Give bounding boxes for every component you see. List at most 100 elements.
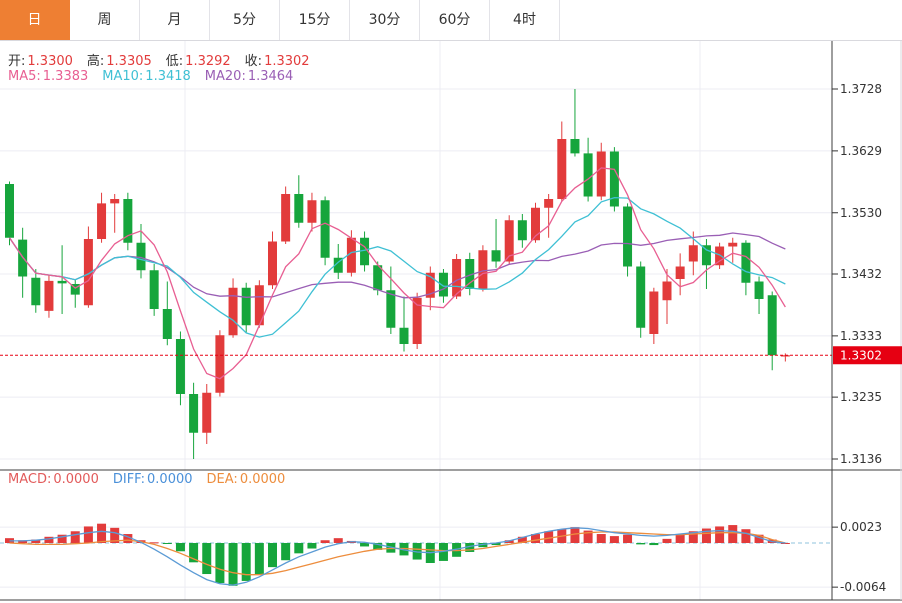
tab-interval-6[interactable]: 60分 [420,0,490,40]
macd-bar [18,540,28,543]
macd-bar [688,531,698,543]
price-axis-label: 1.3333 [840,329,882,343]
macd-bar [438,543,448,561]
readout-value: 0.0000 [53,472,99,487]
readout-value: 1.3464 [247,69,294,84]
macd-bar [570,527,580,543]
macd-row-item: DIFF: 0.0000 [113,472,193,487]
candle-body [438,272,448,297]
macd-bar [662,538,672,543]
candle-body [110,199,120,204]
macd-bar [623,534,633,543]
tab-interval-7[interactable]: 4时 [490,0,560,40]
macd-bar [754,534,764,543]
candle-body [294,194,304,223]
candle-body [544,199,554,208]
diff-line [9,527,786,586]
candle-body [412,297,422,344]
macd-bar [189,543,199,563]
macd-axis-label: 0.0023 [840,520,882,534]
candle-body [31,277,41,306]
readout-value: 0.0000 [147,472,193,487]
ma20-line [8,232,786,299]
candle-body [360,237,370,266]
candle-body [399,327,409,344]
readout-value: 0.0000 [239,472,286,487]
macd-row-item: DEA: 0.0000 [207,472,286,487]
ma5-line [8,167,786,380]
candle-body [517,220,527,241]
candle-body [701,245,711,266]
macd-bar [241,543,251,581]
candle-body [491,250,501,262]
candle-body [175,339,185,394]
macd-bar [294,543,304,554]
readout-label: MACD: [8,472,52,487]
candle-body [662,281,672,301]
price-axis-label: 1.3136 [840,452,882,466]
candle-body [728,242,738,247]
tab-interval-2[interactable]: 月 [140,0,210,40]
candle-body [83,239,93,306]
candle-body [97,203,107,239]
ohlc-readout: 开: 1.3300 高: 1.3305 低: 1.3292 收: 1.3302 [8,50,324,69]
macd-bar [544,531,554,543]
candle-body [228,287,238,336]
candle-body [504,220,514,262]
macd-bar [333,538,343,543]
readout-label: 收: [244,54,263,69]
price-axis-label: 1.3235 [840,390,882,404]
macd-bar [780,543,790,544]
ohlc-row-item: 开: 1.3300 [8,54,73,69]
macd-bar [373,543,383,550]
candle-body [162,309,172,339]
macd-bar [254,543,264,575]
macd-bar [83,526,93,543]
candle-body [609,151,619,207]
candle-body [767,295,777,356]
macd-bar [583,530,593,543]
macd-bar [478,543,488,548]
candle-body [123,199,133,243]
macd-bar [452,543,462,557]
macd-readout: MACD: 0.0000 DIFF: 0.0000 DEA: 0.0000 [8,472,299,487]
candle-body [215,335,225,393]
macd-bar [412,543,422,560]
readout-value: 1.3305 [106,54,152,69]
macd-histogram [5,523,790,586]
macd-bar [504,540,514,543]
ma10-line [8,196,786,338]
macd-bar [307,543,317,549]
macd-bar [741,529,751,543]
tab-interval-5[interactable]: 30分 [350,0,420,40]
interval-tabbar: 日周月 5分 15分 30分 60分 4时 [0,0,902,41]
macd-bar [228,543,238,586]
candle-body [623,206,633,267]
tab-interval-0[interactable]: 日 [0,0,70,40]
candle-body [780,355,790,357]
candle-body [715,246,725,266]
candle-body [254,285,264,326]
candle-body [202,392,212,433]
axis-labels: 1.3728 1.3629 1.3530 1.3432 1.3333 1.3235 1.31… [832,82,886,594]
macd-bar [110,527,120,543]
candle-body [57,280,67,284]
price-axis-label: 1.3432 [840,267,882,281]
tab-interval-1[interactable]: 周 [70,0,140,40]
ohlc-row-item: 低: 1.3292 [166,54,231,69]
tab-interval-3[interactable]: 5分 [210,0,280,40]
tab-interval-4[interactable]: 15分 [280,0,350,40]
candle-body [675,266,685,279]
ma-row-item: MA20: 1.3464 [205,69,294,84]
candle-body [478,250,488,289]
candle-body [241,287,251,326]
readout-value: 1.3302 [264,54,310,69]
macd-bar [715,526,725,543]
ma-readout: MA5: 1.3383 MA10: 1.3418 MA20: 1.3464 [8,69,307,84]
candle-body [570,139,580,154]
macd-bar [268,543,277,568]
candle-body [636,266,646,328]
readout-value: 1.3418 [145,69,191,84]
